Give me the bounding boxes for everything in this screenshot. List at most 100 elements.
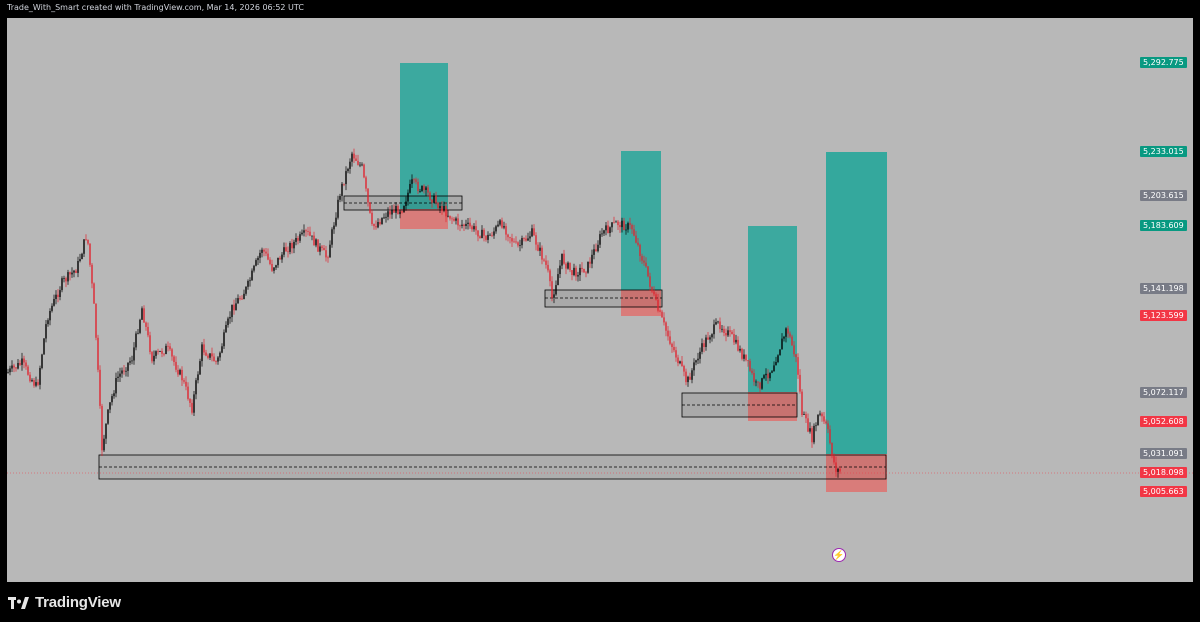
candle-body [167, 345, 169, 347]
candle-body [289, 243, 291, 252]
candle-body [609, 227, 611, 233]
price-label: 5,018.098 [1140, 467, 1187, 478]
price-label: 5,292.775 [1140, 57, 1187, 68]
candle-body [25, 362, 27, 367]
candle-body [425, 187, 427, 190]
candle-body [717, 321, 719, 323]
candle-body [477, 230, 479, 237]
candle-body [231, 304, 233, 318]
candle-body [371, 212, 373, 224]
candle-body [301, 232, 303, 235]
candle-body [555, 285, 557, 295]
candle-body [215, 361, 217, 362]
candle-body [561, 253, 563, 266]
candle-body [383, 217, 385, 219]
candle-body [351, 153, 353, 162]
candle-body [179, 369, 181, 375]
order-block-boxes[interactable] [98, 195, 887, 480]
candle-body [253, 265, 255, 271]
candle-body [137, 332, 139, 334]
candle-body [481, 229, 483, 239]
candle-body [607, 225, 609, 233]
candle-body [631, 225, 633, 230]
candle-body [747, 360, 749, 361]
candle-body [123, 370, 125, 372]
candle-body [573, 267, 575, 275]
candle-body [799, 374, 801, 392]
candle-body [347, 168, 349, 172]
candle-body [15, 367, 17, 369]
candle-body [653, 291, 655, 295]
chart-pane[interactable] [7, 18, 1193, 582]
candle-body [115, 378, 117, 394]
candle-body [581, 267, 583, 269]
candle-body [19, 363, 21, 365]
candle-body [615, 221, 617, 223]
candle-body [515, 241, 517, 243]
price-label: 5,072.117 [1140, 387, 1187, 398]
candle-body [769, 372, 771, 379]
candle-body [757, 381, 759, 383]
candle-body [93, 283, 95, 304]
candle-body [753, 373, 755, 382]
candle-body [297, 238, 299, 241]
candle-body [317, 239, 319, 252]
chart-canvas[interactable] [7, 18, 1193, 582]
candle-body [483, 229, 485, 236]
candle-body [597, 244, 599, 252]
candle-body [153, 355, 155, 362]
candle-body [33, 380, 35, 386]
price-label: 5,005.663 [1140, 486, 1187, 497]
candle-body [469, 222, 471, 227]
candlestick-series[interactable] [7, 148, 841, 478]
candle-body [45, 324, 47, 339]
candle-body [105, 423, 107, 439]
candle-body [639, 244, 641, 256]
tradingview-brand[interactable]: TradingView [8, 594, 121, 611]
candle-body [735, 339, 737, 343]
candle-body [319, 246, 321, 252]
candle-body [759, 382, 761, 389]
candle-body [641, 256, 643, 261]
candle-body [705, 337, 707, 347]
candle-body [113, 393, 115, 397]
candle-body [645, 262, 647, 267]
candle-body [203, 344, 205, 353]
candle-body [593, 249, 595, 255]
candle-body [809, 428, 811, 432]
candle-body [627, 223, 629, 230]
candle-body [405, 201, 407, 206]
candle-body [803, 414, 805, 415]
candle-body [707, 337, 709, 340]
candle-body [621, 220, 623, 228]
candle-body [689, 376, 691, 380]
candle-body [559, 265, 561, 275]
candle-body [129, 361, 131, 363]
candle-body [471, 226, 473, 230]
candle-body [355, 158, 357, 161]
candle-body [35, 382, 37, 386]
candle-body [81, 253, 83, 260]
candle-body [619, 225, 621, 228]
candle-body [569, 262, 571, 271]
price-label: 5,031.091 [1140, 448, 1187, 459]
flash-icon[interactable]: ⚡ [832, 548, 846, 562]
candle-body [199, 361, 201, 375]
candle-body [509, 237, 511, 239]
candle-body [377, 222, 379, 228]
candle-body [839, 468, 841, 472]
long-position-1-stop [400, 209, 448, 229]
candle-body [671, 343, 673, 347]
candle-body [277, 257, 279, 266]
candle-body [367, 188, 369, 203]
candle-body [365, 177, 367, 189]
candle-body [485, 235, 487, 240]
candle-body [553, 294, 555, 298]
candle-body [585, 272, 587, 274]
candle-body [259, 252, 261, 258]
candle-body [699, 351, 701, 359]
candle-body [543, 259, 545, 261]
candle-body [761, 378, 763, 389]
candle-body [353, 153, 355, 159]
candle-body [313, 235, 315, 246]
